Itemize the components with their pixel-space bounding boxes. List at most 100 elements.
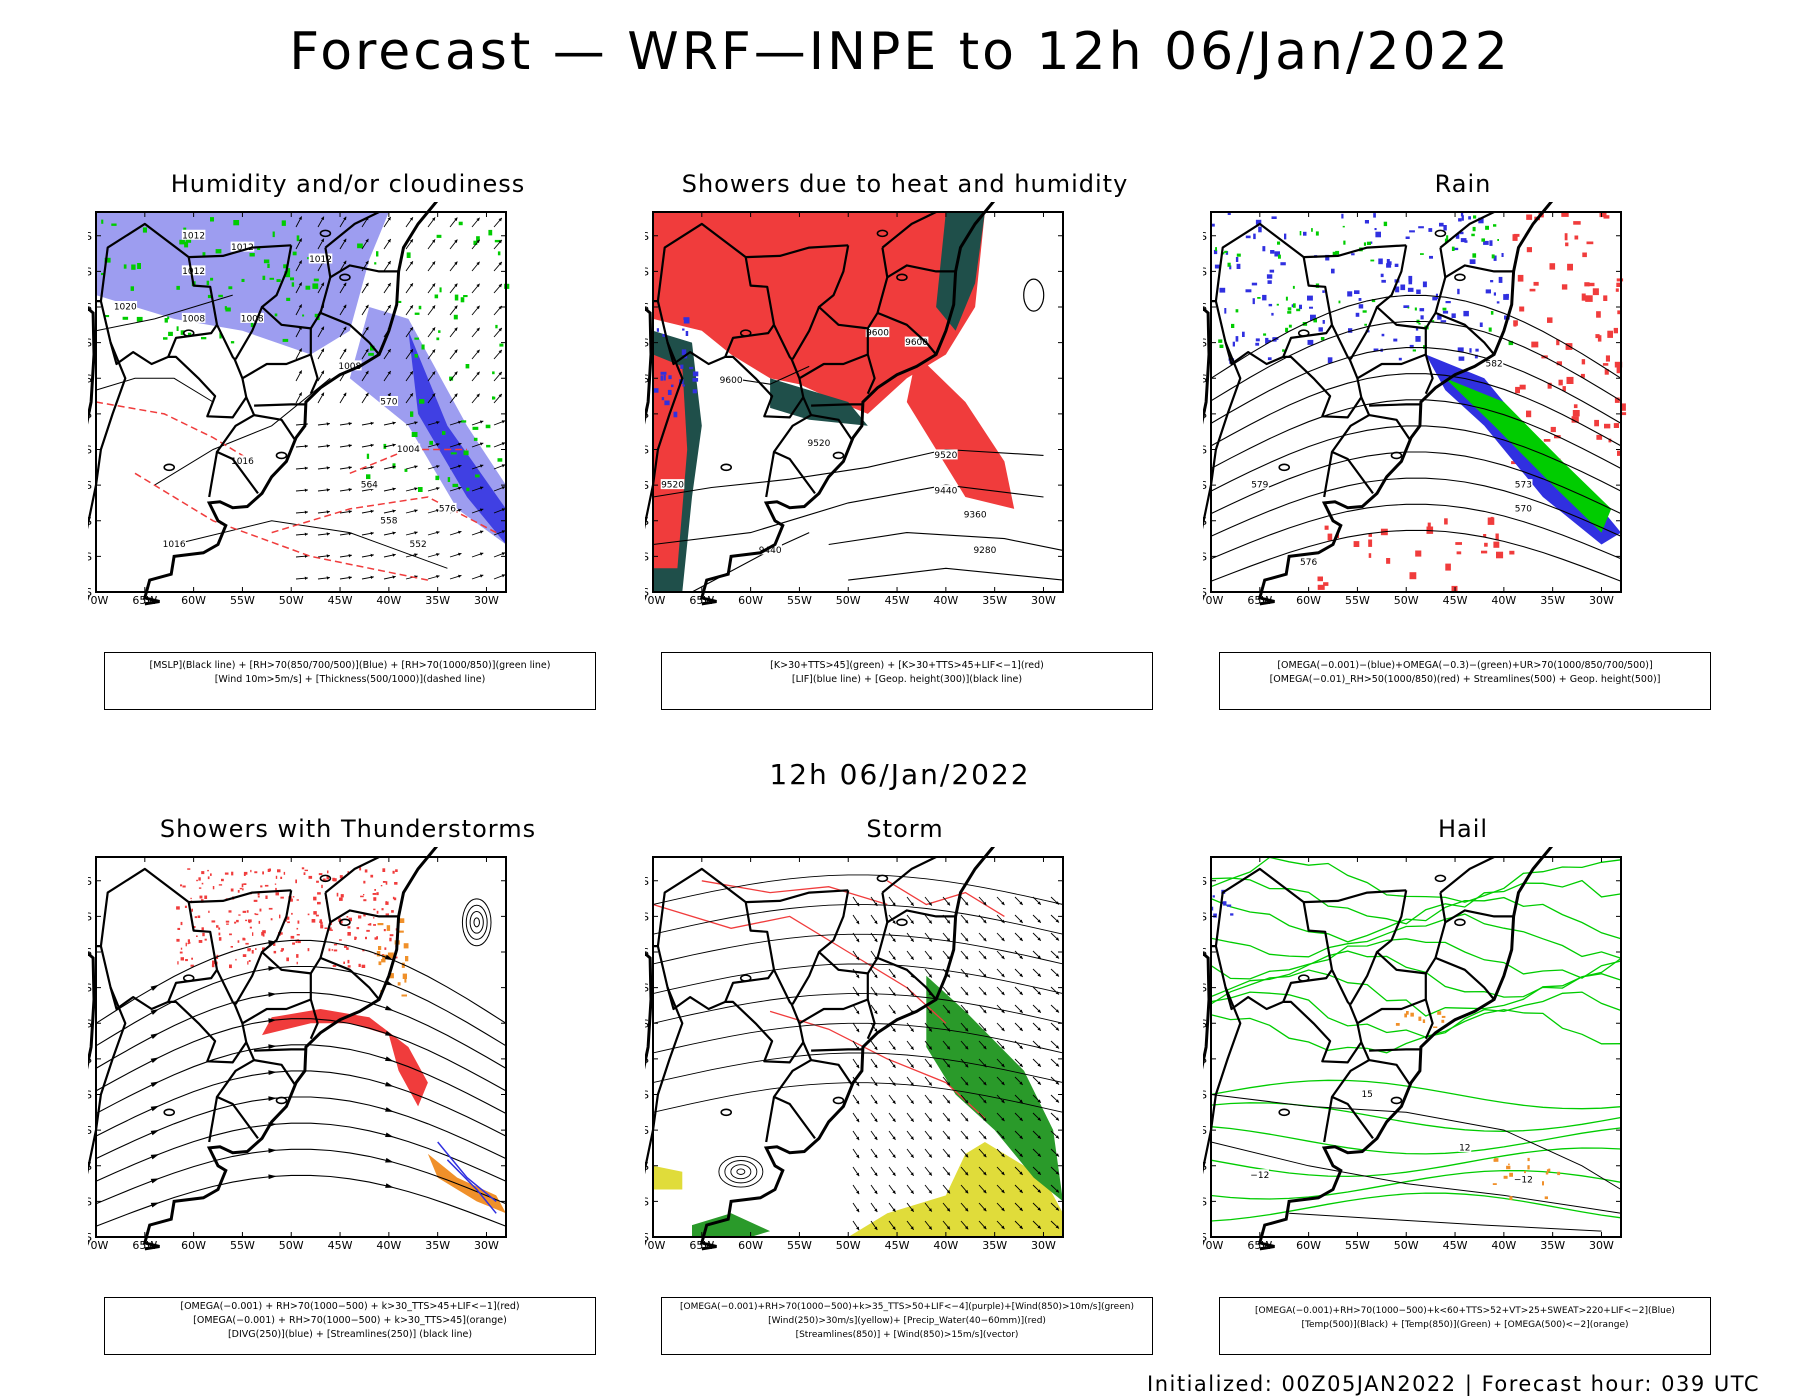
arrow-head <box>431 327 436 331</box>
arrow-head <box>856 920 860 925</box>
arrow-head <box>387 349 391 353</box>
rh-green-dot <box>450 452 457 455</box>
plot-border <box>1210 211 1622 593</box>
border-line <box>1435 311 1495 356</box>
rh-green-dot <box>495 324 498 329</box>
omega-red-patch <box>1531 341 1539 348</box>
omega-blue-dot <box>1262 246 1266 252</box>
red-cell <box>204 938 207 941</box>
lon-label: 40W <box>933 1239 958 1252</box>
omega-blue-dot <box>1503 294 1509 300</box>
wind-vector <box>405 238 414 250</box>
contour-label: 576 <box>1299 556 1318 568</box>
wind-vector <box>339 282 347 294</box>
arrow-head <box>370 443 374 448</box>
omega500-orange <box>1503 1175 1508 1179</box>
lat-label: 24S <box>88 372 92 385</box>
red-cell <box>262 871 264 875</box>
red-cell <box>289 898 293 902</box>
contour-label-text: 564 <box>361 481 378 491</box>
arrow-head <box>1001 955 1005 960</box>
omega-red-patch <box>1547 317 1553 323</box>
rh-green-dot <box>122 316 129 320</box>
arrow-head <box>1019 1171 1023 1175</box>
red-cell <box>187 939 190 943</box>
arrow-head <box>983 1135 987 1140</box>
wind-vector <box>471 371 480 382</box>
hail-blue-dot <box>1230 913 1234 916</box>
contour-label: 570 <box>379 396 398 408</box>
rh-green-dot <box>305 285 311 290</box>
rh-green-dot <box>207 294 212 299</box>
arrow-head <box>320 392 324 397</box>
wind-vector <box>317 370 325 382</box>
red-cell <box>366 929 370 932</box>
wind-vector <box>960 1202 969 1212</box>
red-cell <box>324 927 328 929</box>
red-cell <box>212 886 215 890</box>
jet-yellow-fill <box>653 1165 683 1190</box>
streamline-arrow <box>385 1107 394 1112</box>
arrow-head <box>910 1226 914 1230</box>
arrow-head <box>983 1189 987 1194</box>
wind-vector <box>924 1076 933 1086</box>
red-cell <box>231 871 234 876</box>
omega-green-dot <box>1414 307 1417 311</box>
wind-vector <box>1032 1184 1042 1194</box>
omega-blue-dot <box>1490 280 1494 283</box>
rh-green-dot <box>290 277 294 281</box>
contour-label-bg <box>360 479 379 490</box>
temp500-line <box>1210 1141 1622 1214</box>
arrow-head <box>856 1010 860 1015</box>
omega-red-patch <box>1483 534 1487 538</box>
red-cell <box>268 907 273 910</box>
arrow-head <box>983 1099 987 1104</box>
lake-outline <box>339 918 351 927</box>
lon-label: 55W <box>1345 1239 1370 1252</box>
wind-vector <box>317 488 330 492</box>
red-cell <box>296 899 299 901</box>
arrow-head <box>320 238 324 243</box>
omega-blue-dot <box>1378 258 1383 265</box>
wind-vector <box>924 950 933 960</box>
arrow-head <box>320 370 324 375</box>
wind-vector <box>295 260 303 272</box>
arrow-head <box>983 937 987 942</box>
omega-green-dot <box>1235 309 1239 313</box>
arrow-head <box>454 393 458 398</box>
red-cell <box>251 950 254 954</box>
rh-green-dot <box>414 354 418 358</box>
streamline <box>652 933 1064 965</box>
red-cell <box>364 869 368 873</box>
arrow-head <box>928 1100 932 1104</box>
red-cell <box>292 896 295 898</box>
wind-vector <box>427 371 436 382</box>
rh-green-dot <box>442 431 446 435</box>
omega-blue-dot <box>1271 216 1277 219</box>
lon-label: 65W <box>1247 594 1272 607</box>
lon-label: 40W <box>933 594 958 607</box>
wind-vector <box>1032 1148 1042 1158</box>
border-line <box>88 342 127 530</box>
omega-red-patch <box>1409 572 1417 580</box>
thunderstorm-layers <box>95 857 507 1237</box>
border-line <box>254 1048 305 1052</box>
arrow-head <box>476 217 480 222</box>
wind-vector <box>942 950 951 960</box>
red-cell <box>196 935 198 937</box>
lif-blue-mark <box>662 334 667 337</box>
wind-vector <box>906 1148 915 1159</box>
contour-label-text: 576 <box>1300 558 1317 568</box>
lon-label: 35W <box>425 594 450 607</box>
rh-green-dot <box>286 297 291 301</box>
rh-green-dot <box>168 331 173 336</box>
wind-vector <box>996 1166 1005 1176</box>
arrow-head <box>946 1010 951 1014</box>
contour-label: 1016 <box>230 455 255 467</box>
rh-green-dot <box>131 264 136 270</box>
arrow-head <box>498 283 502 288</box>
omega-blue-dot <box>1463 310 1469 317</box>
wind-vector <box>295 554 308 558</box>
arrow-head <box>983 1225 987 1230</box>
map-base <box>645 202 996 606</box>
